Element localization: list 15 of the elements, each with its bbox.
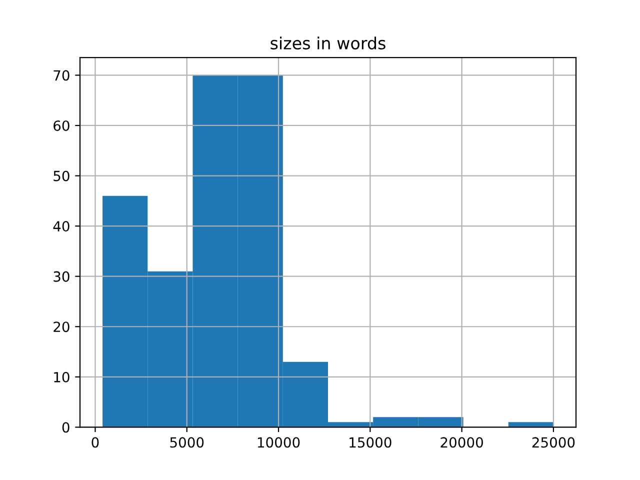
x-tick-label: 15000	[350, 437, 392, 448]
y-tick-label: 0	[62, 422, 70, 433]
y-tick-label: 50	[54, 170, 70, 182]
x-tick-label: 25000	[532, 437, 575, 448]
y-tick-label: 70	[54, 70, 70, 81]
chart-title: sizes in words	[270, 36, 386, 50]
x-tick-label: 20000	[440, 437, 483, 448]
y-tick-label: 20	[54, 322, 70, 332]
y-tick-label: 40	[53, 221, 70, 232]
x-tick-label: 0	[92, 437, 99, 448]
x-tick-label: 10000	[258, 437, 300, 448]
x-tick-label: 5000	[170, 437, 204, 448]
y-tick-label: 30	[54, 271, 70, 282]
y-tick-label: 10	[54, 372, 70, 382]
y-tick-label: 60	[54, 120, 70, 131]
